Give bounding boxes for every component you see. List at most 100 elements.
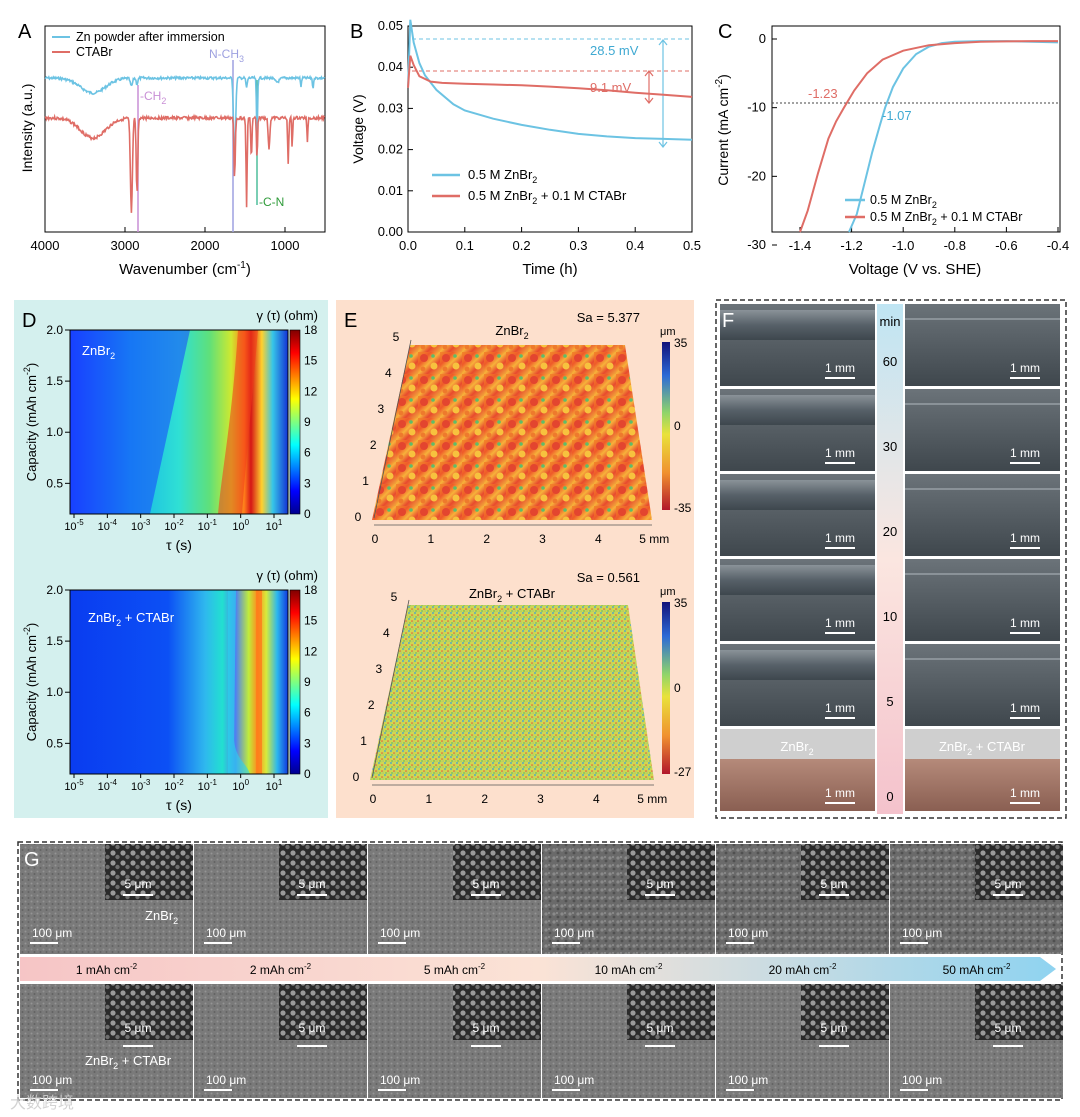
a-xtick-label: 3000 (111, 238, 140, 253)
legend-a-red: CTABr (76, 45, 113, 59)
sem-top-inset (453, 844, 541, 900)
e-zaxis-label: 4 (385, 366, 392, 380)
e-zaxis-label: 5 (393, 330, 400, 344)
annot-ch2: -CH2 (140, 89, 166, 106)
e-zaxis-label: 1 (360, 734, 367, 748)
d-xtick-exp: 1 (278, 518, 283, 527)
colorbar-tick-label: 18 (304, 583, 318, 597)
e-zaxis-label: 3 (377, 402, 384, 416)
c-xtick-label: -0.4 (1047, 238, 1069, 253)
surface-edge-right (905, 658, 1060, 660)
panel-b-ylabel: Voltage (V) (350, 94, 366, 163)
colorbar-tick-label: 15 (304, 354, 318, 368)
panel-d-label: D (22, 310, 36, 332)
d-xtick-base: 10 (64, 521, 76, 533)
b-series-znbr2-ctabr (407, 55, 693, 98)
scalebar-label: 1 mm (1010, 786, 1040, 800)
d-xtick-exp: 0 (245, 778, 250, 787)
surface-bottom-unit: μm (660, 586, 676, 598)
d-xtick-label: 10-5 (64, 518, 84, 533)
f-right-label-sub: 2 (967, 747, 972, 757)
c-xtick-label: -0.6 (995, 238, 1017, 253)
e-xtick-label: 2 (481, 792, 488, 806)
sem-top-row-label: ZnBr2 (145, 908, 178, 926)
sem-main-scale-label: 100 μm (728, 926, 768, 940)
capacity-label: 2 mAh cm-2 (250, 962, 312, 977)
b-ytick-label: 0.04 (378, 59, 403, 74)
panel-g: 5 μm 100 μm 5 μm 100 μm 5 μm 100 μm 5 μm 100 μm… (17, 841, 1063, 1101)
e-zaxis-label: 3 (375, 662, 382, 676)
sem-inset-scale-label: 5 μm (125, 1021, 152, 1035)
d-xtick-label: 10-5 (64, 778, 84, 793)
panel-d-top-ylabel: Capacity (mAh cm-2) (22, 363, 39, 482)
time-label: 0 (886, 789, 893, 804)
b-ytick-label: 0.00 (378, 224, 403, 239)
annot-28-5mv: 28.5 mV (590, 43, 639, 58)
ftir-zn-powder-line (44, 74, 326, 159)
heatmap-bottom-title: ZnBr2 + CTABr (88, 610, 175, 628)
colorbar-tick-label: 18 (304, 323, 318, 337)
sem-bottom-inset (453, 984, 541, 1040)
d-xtick-base: 10 (232, 781, 244, 793)
colorbar-tick-label: 9 (304, 415, 311, 429)
panel-e-label: E (344, 310, 357, 332)
d-xtick-label: 10-4 (98, 518, 118, 533)
f-left-label-sub: 2 (809, 747, 814, 757)
e-zaxis-label: 0 (355, 510, 362, 524)
e-zaxis-label: 5 (391, 590, 398, 604)
e-xtick-label: 5 mm (639, 532, 669, 546)
d-ytick-label: 2.0 (46, 323, 63, 337)
d-xtick-exp: -1 (210, 518, 218, 527)
d-xtick-exp: -2 (177, 778, 185, 787)
capacity-sup: -2 (829, 962, 837, 971)
panel-d-bottom-xlabel: τ (s) (166, 797, 192, 813)
heatmap-ctabr-band (228, 590, 250, 774)
dendrite-layer-left (720, 480, 875, 510)
surface-top-sa: Sa = 5.377 (577, 310, 640, 325)
e-xtick-label: 2 (483, 532, 490, 546)
annot-minus-1-23: -1.23 (808, 86, 838, 101)
panel-f-label: F (722, 310, 734, 332)
b-xtick-label: 0.5 (683, 238, 701, 253)
legend-a-blue: Zn powder after immersion (76, 30, 225, 44)
sem-top-inset (105, 844, 193, 900)
d-ytick-label: 1.0 (46, 425, 63, 439)
sem-top-inset (801, 844, 889, 900)
panel-c-axes (771, 25, 1061, 233)
panel-c-xlabel: Voltage (V vs. SHE) (849, 261, 982, 278)
sem-inset-scale-label: 5 μm (299, 877, 326, 891)
e-xtick-label: 4 (593, 792, 600, 806)
colorbar-tick-label: 12 (304, 644, 318, 658)
colorbar-bottom (289, 589, 301, 775)
scalebar-label: 1 mm (1010, 361, 1040, 375)
capacity-value: 1 mAh cm (76, 963, 130, 977)
b-xtick-label: 0.2 (513, 238, 531, 253)
colorbar-tick-label: 6 (304, 446, 311, 460)
e-zaxis-label: 0 (353, 770, 360, 784)
optical-image-right (905, 559, 1060, 641)
colorbar-tick-label: 6 (304, 706, 311, 720)
time-label: 5 (886, 694, 893, 709)
panel-d-top-xlabel: τ (s) (166, 537, 192, 553)
d-xtick-base: 10 (164, 521, 176, 533)
annot-cn: -C-N (259, 195, 284, 209)
c-ytick-label: -10 (747, 100, 766, 115)
colorbar-tick-label: 12 (304, 384, 318, 398)
e-zaxis-label: 2 (370, 438, 377, 452)
scalebar-label: 1 mm (825, 786, 855, 800)
surface-znbr2 (372, 345, 652, 520)
panel-d-bottom-ticks: 2.01.51.00.510-5 10-4 10-3 10-2 10-1 100 10118… (46, 583, 317, 793)
d-ytick-label: 1.5 (46, 634, 63, 648)
capacity-labels: 1 mAh cm-2 2 mAh cm-2 5 mAh cm-2 10 mAh cm-… (76, 962, 1011, 977)
d-xtick-label: 100 (232, 518, 249, 533)
colorbar-tick-label: 15 (304, 614, 318, 628)
f-right-label-tail: + CTABr (972, 739, 1026, 754)
panel-c: C -1.4 -1.2 -1.0 -0.8 -0.6 -0.4 0 -10 -20 -30 Vol… (714, 21, 1069, 278)
sem-inset-scale-label: 5 μm (995, 877, 1022, 891)
c-ytick-label: 0 (759, 31, 766, 46)
optical-image-right (905, 304, 1060, 386)
b-xtick-label: 0.1 (456, 238, 474, 253)
b-xtick-label: 0.3 (569, 238, 587, 253)
